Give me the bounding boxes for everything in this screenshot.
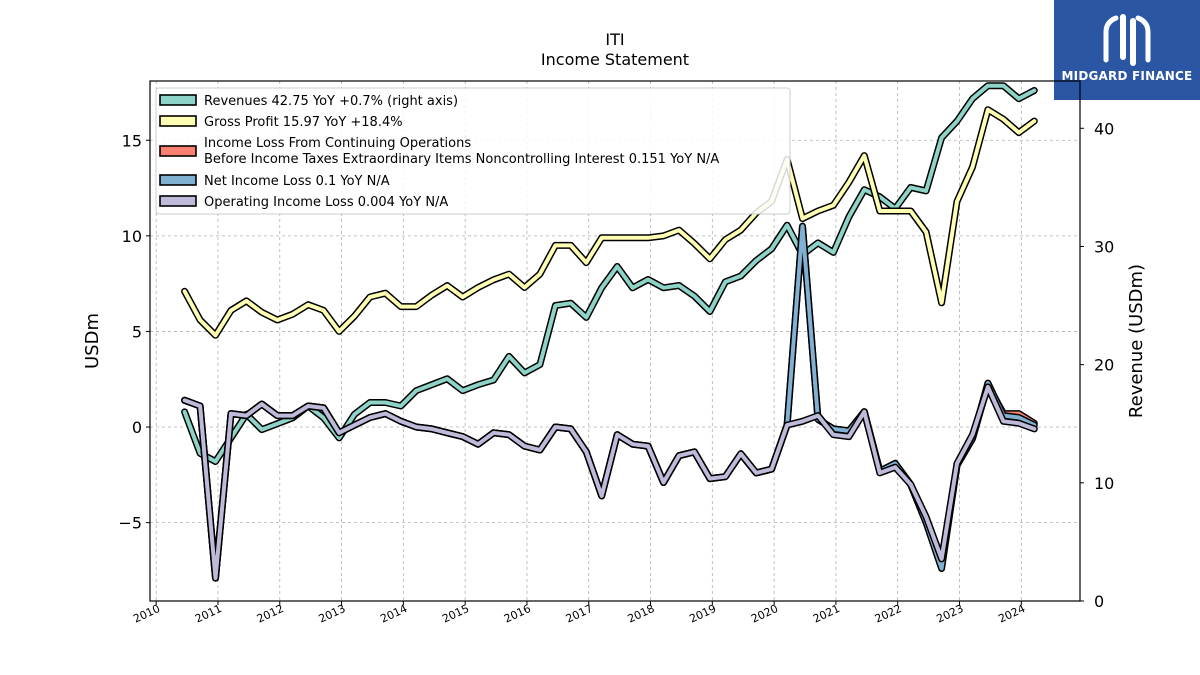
logo-text: MIDGARD FINANCE [1061,69,1193,83]
y-right-axis-label: Revenue (USDm) [1126,264,1147,418]
x-tick-label: 2017 [564,602,595,626]
y-left-tick-label: 15 [122,131,142,150]
y-left-tick-label: 0 [132,418,142,437]
legend-swatch-1 [159,115,197,127]
legend-swatch-0 [159,94,197,106]
x-tick-label: 2020 [749,602,780,626]
y-right-tick-label: 30 [1094,237,1114,256]
legend-label-4: Operating Income Loss 0.004 YoY N/A [204,195,448,210]
x-tick-label: 2022 [873,602,904,626]
x-tick-label: 2024 [996,602,1027,626]
logo-mark-icon [1103,14,1151,66]
legend-label-2-line-0: Income Loss From Continuing Operations [204,136,471,151]
legend-swatch-3 [159,174,197,186]
y-left-tick-label: 5 [132,322,142,341]
y-right-tick-label: 40 [1094,119,1114,138]
y-right-tick-label: 20 [1094,356,1114,375]
legend-box [155,87,791,215]
x-tick-label: 2016 [502,602,533,626]
x-tick-label: 2019 [687,602,718,626]
chart-subtitle: Income Statement [540,50,690,69]
x-tick-label: 2023 [935,602,966,626]
series-line-1 [182,107,1037,338]
x-tick-label: 2015 [440,602,471,626]
legend: Revenues 42.75 YoY +0.7% (right axis) Gro… [155,87,791,215]
x-tick-label: 2010 [131,602,162,626]
legend-label-1: Gross Profit 15.97 YoY +18.4% [204,115,403,130]
legend-label-3: Net Income Loss 0.1 YoY N/A [204,174,390,189]
y-left-tick-label: −5 [118,514,142,533]
x-tick-label: 2011 [193,602,224,626]
y-right-tick-label: 0 [1094,592,1104,611]
y-left-axis-label: USDm [82,313,103,369]
x-tick-label: 2012 [255,602,286,626]
chart-title-block: ITI Income Statement [0,30,1200,70]
chart-title: ITI [605,30,625,49]
series-line-0 [182,83,1037,464]
x-tick-label: 2018 [626,602,657,626]
series-layer [181,82,1038,582]
legend-label-2-line-1: Before Income Taxes Extraordinary Items … [204,152,719,167]
y-left-tick-label: 10 [122,227,142,246]
x-tick-label: 2014 [378,602,409,626]
legend-swatch-4 [159,195,197,207]
plot-frame [149,80,1081,602]
legend-label-0: Revenues 42.75 YoY +0.7% (right axis) [204,94,458,109]
brand-logo: MIDGARD FINANCE [1054,0,1200,100]
series-line-4 [182,384,1037,581]
axes: 2010 2011 2012 2013 2014 2015 2016 2017 2018 2019… [82,119,1147,625]
x-tick-label: 2013 [317,602,348,626]
y-right-tick-label: 10 [1094,474,1114,493]
x-tick-label: 2021 [811,602,842,626]
legend-swatch-2 [159,145,197,157]
